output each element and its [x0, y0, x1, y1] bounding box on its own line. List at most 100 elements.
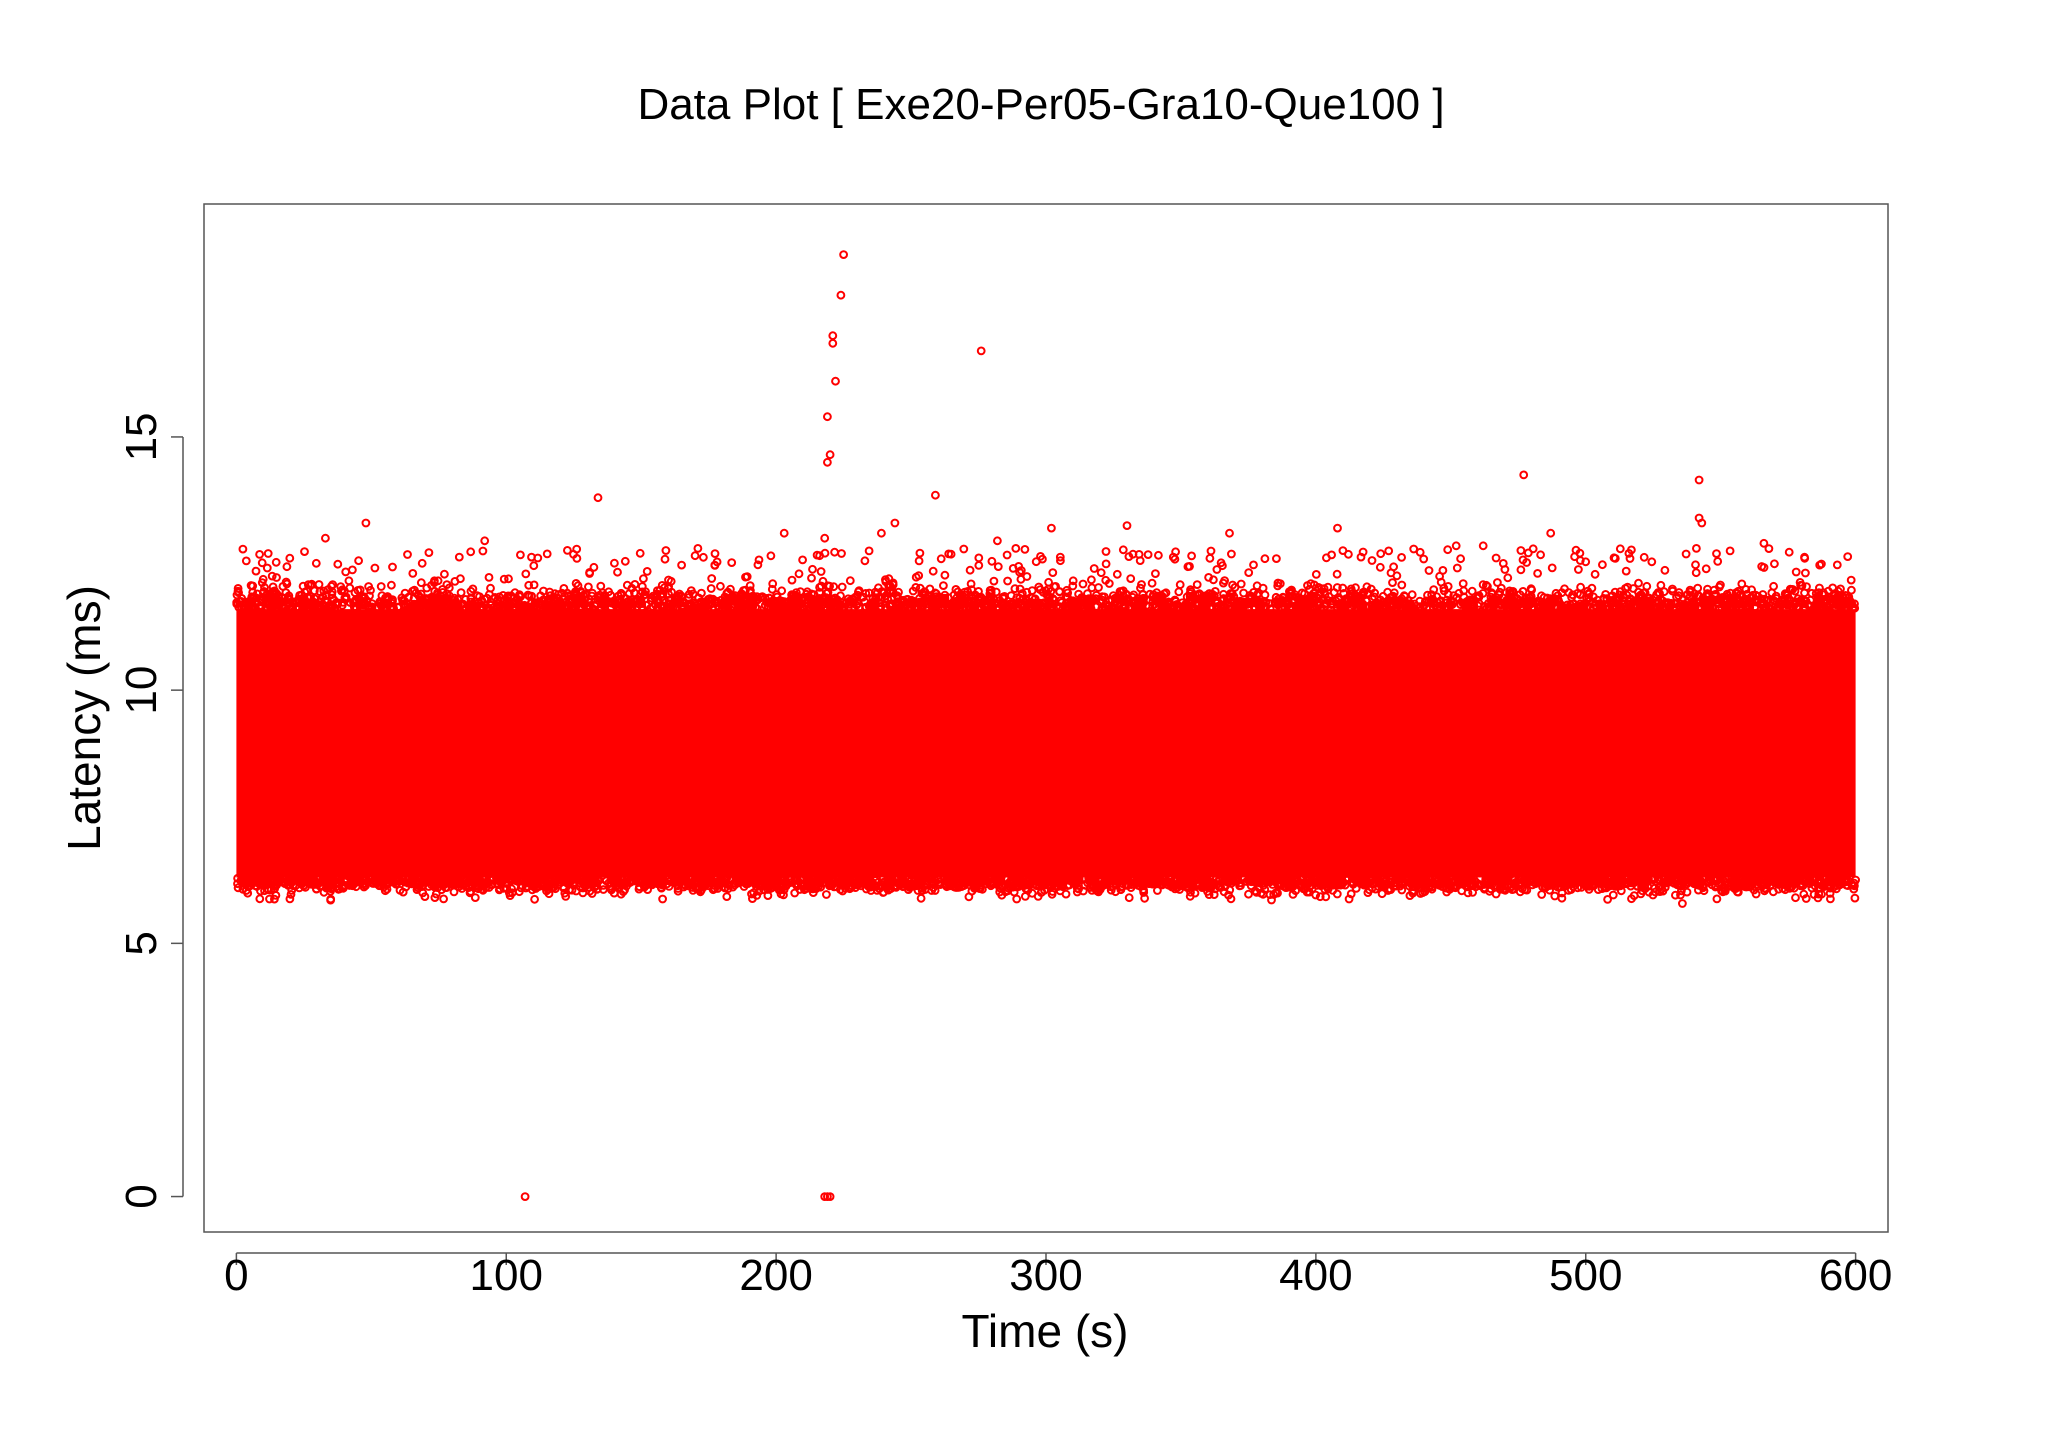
data-point [1723, 601, 1732, 611]
data-points [232, 250, 1860, 1201]
data-point [1174, 587, 1184, 597]
data-point [1281, 596, 1291, 606]
data-point [1404, 604, 1414, 613]
data-point [1841, 591, 1850, 600]
data-point [1332, 889, 1342, 899]
data-point [753, 604, 762, 614]
data-point [762, 876, 772, 885]
data-point [1781, 589, 1791, 599]
data-point [772, 592, 782, 602]
data-point [1458, 598, 1468, 608]
data-point [863, 874, 873, 883]
data-point [1771, 600, 1781, 610]
data-point [1018, 602, 1028, 611]
data-point [1821, 601, 1831, 611]
data-point [1605, 603, 1614, 613]
data-point [506, 591, 516, 601]
data-point [1078, 579, 1088, 589]
data-point [1130, 597, 1140, 607]
data-point [1485, 603, 1494, 613]
data-point [1292, 600, 1301, 610]
data-point [1047, 875, 1057, 885]
data-point [1666, 598, 1676, 608]
data-point [1108, 591, 1118, 601]
data-point [636, 597, 646, 607]
data-point [1032, 601, 1042, 611]
data-point [286, 890, 296, 899]
data-point [1192, 580, 1202, 589]
data-point [764, 593, 774, 603]
data-point [1459, 876, 1468, 885]
data-point [1628, 584, 1638, 593]
data-point [816, 882, 825, 892]
data-point [1507, 882, 1516, 892]
data-point [376, 582, 386, 591]
data-point [822, 890, 831, 899]
data-point [1628, 602, 1638, 612]
data-point [497, 875, 507, 885]
data-point [918, 597, 928, 607]
data-point [409, 600, 419, 610]
data-point [574, 604, 584, 614]
data-point [427, 880, 436, 890]
data-point [1063, 881, 1072, 890]
data-point [1742, 589, 1752, 599]
data-point [1655, 876, 1664, 886]
data-point [1741, 585, 1751, 594]
data-point [1567, 604, 1577, 613]
data-point [1388, 578, 1397, 587]
data-point [1432, 873, 1442, 882]
data-point [1285, 603, 1294, 613]
data-point [503, 591, 513, 601]
data-point [1707, 880, 1717, 890]
data-point [239, 873, 249, 883]
data-point [1768, 887, 1778, 897]
data-point [769, 602, 779, 612]
data-point [716, 581, 725, 591]
data-point [458, 599, 468, 609]
data-point [723, 587, 733, 597]
data-point [1801, 596, 1811, 606]
dense-point-band [236, 609, 1856, 878]
data-point [1077, 593, 1087, 602]
data-point [398, 595, 408, 605]
data-point [378, 879, 387, 888]
data-point [1277, 603, 1286, 613]
data-point [1848, 603, 1858, 613]
data-point [706, 584, 716, 593]
data-point [365, 602, 375, 611]
data-point [1474, 591, 1484, 600]
data-point [546, 874, 556, 884]
data-point [1816, 595, 1826, 605]
data-point [1790, 586, 1800, 596]
data-point [750, 877, 760, 886]
data-point [1187, 592, 1197, 602]
data-point [449, 604, 458, 614]
data-point [294, 595, 304, 605]
data-point [549, 603, 559, 613]
data-point [768, 579, 778, 589]
data-point [1758, 590, 1768, 599]
data-point [1000, 602, 1010, 612]
data-point [1133, 876, 1143, 886]
data-point [1045, 600, 1054, 610]
data-point [748, 599, 758, 609]
data-point [445, 591, 454, 601]
data-point [318, 600, 328, 610]
data-point [1847, 585, 1856, 595]
data-point [1222, 594, 1232, 604]
data-point [1532, 597, 1541, 607]
data-point [1671, 890, 1680, 900]
data-point [1609, 597, 1619, 607]
data-point [1639, 588, 1648, 598]
data-point [1101, 880, 1111, 889]
data-point [1634, 578, 1643, 588]
data-point [1014, 880, 1024, 890]
data-point [498, 591, 508, 600]
data-point [1104, 601, 1114, 611]
data-point [1070, 873, 1080, 882]
data-point [1397, 580, 1407, 590]
data-point [559, 584, 569, 593]
data-point [1652, 590, 1662, 599]
